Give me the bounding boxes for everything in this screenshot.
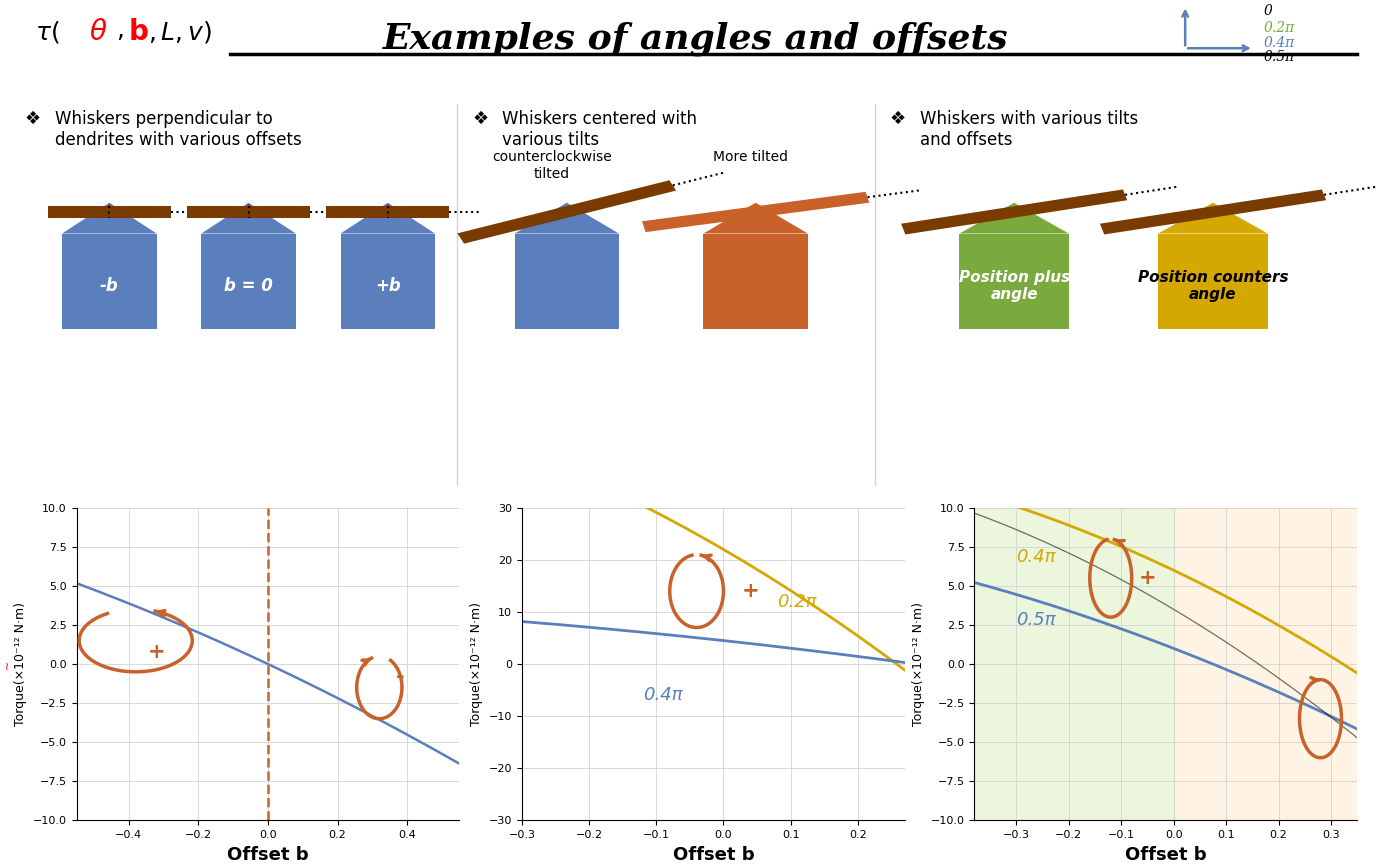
- FancyBboxPatch shape: [326, 207, 450, 218]
- Text: +: +: [742, 581, 759, 602]
- Polygon shape: [1100, 189, 1327, 234]
- Text: Position plus
angle: Position plus angle: [959, 270, 1070, 302]
- Y-axis label: Torque(×10⁻¹² N·m): Torque(×10⁻¹² N·m): [470, 602, 483, 726]
- Text: -: -: [1317, 669, 1325, 690]
- Text: ❖: ❖: [25, 110, 40, 128]
- FancyBboxPatch shape: [703, 233, 807, 329]
- Text: 0.4π: 0.4π: [643, 687, 682, 705]
- FancyBboxPatch shape: [187, 207, 310, 218]
- Text: ~: ~: [3, 660, 13, 668]
- Text: ❖: ❖: [889, 110, 906, 128]
- Polygon shape: [63, 203, 156, 233]
- Polygon shape: [458, 181, 677, 244]
- Polygon shape: [341, 203, 434, 233]
- Polygon shape: [901, 189, 1128, 234]
- Text: Whiskers perpendicular to
dendrites with various offsets: Whiskers perpendicular to dendrites with…: [54, 110, 302, 149]
- FancyBboxPatch shape: [959, 233, 1069, 329]
- Polygon shape: [642, 192, 870, 232]
- Y-axis label: Torque(×10⁻¹² N·m): Torque(×10⁻¹² N·m): [912, 602, 926, 726]
- Text: More tilted: More tilted: [713, 150, 788, 164]
- FancyBboxPatch shape: [515, 233, 619, 329]
- Text: 0.2π: 0.2π: [777, 593, 817, 611]
- Text: b = 0: b = 0: [224, 277, 273, 295]
- X-axis label: Offset b: Offset b: [672, 845, 754, 864]
- Text: 0.5π: 0.5π: [1264, 50, 1295, 64]
- Text: 0.5π: 0.5π: [1016, 611, 1057, 629]
- Text: $\theta$: $\theta$: [89, 19, 107, 46]
- FancyBboxPatch shape: [202, 233, 295, 329]
- X-axis label: Offset b: Offset b: [1125, 845, 1207, 864]
- Bar: [1173, 508, 1357, 820]
- Text: Whiskers centered with
various tilts: Whiskers centered with various tilts: [503, 110, 697, 149]
- Text: +b: +b: [374, 277, 401, 295]
- Polygon shape: [1158, 203, 1268, 233]
- Polygon shape: [515, 203, 619, 233]
- X-axis label: Offset b: Offset b: [227, 845, 309, 864]
- Polygon shape: [703, 203, 807, 233]
- Text: Whiskers with various tilts
and offsets: Whiskers with various tilts and offsets: [920, 110, 1139, 149]
- FancyBboxPatch shape: [1158, 233, 1268, 329]
- Text: $\mathbf{b}$: $\mathbf{b}$: [128, 19, 149, 46]
- Text: 0.2π: 0.2π: [1264, 21, 1295, 35]
- Text: 0.4π: 0.4π: [1016, 549, 1057, 567]
- FancyBboxPatch shape: [47, 207, 171, 218]
- Text: $,$: $,$: [116, 19, 122, 42]
- Text: -b: -b: [100, 277, 118, 295]
- FancyBboxPatch shape: [63, 233, 156, 329]
- Text: Position counters
angle: Position counters angle: [1137, 270, 1289, 302]
- Text: +: +: [1139, 568, 1157, 589]
- FancyBboxPatch shape: [341, 233, 434, 329]
- Polygon shape: [202, 203, 295, 233]
- Text: ❖: ❖: [472, 110, 489, 128]
- Text: 0: 0: [1264, 4, 1272, 18]
- Bar: [974, 508, 1173, 820]
- Text: +: +: [148, 641, 166, 661]
- Text: counterclockwise
tilted: counterclockwise tilted: [491, 150, 611, 181]
- Text: $\tau($: $\tau($: [35, 19, 60, 45]
- Text: Examples of angles and offsets: Examples of angles and offsets: [383, 22, 1009, 56]
- Y-axis label: Torque(×10⁻¹² N·m): Torque(×10⁻¹² N·m): [14, 602, 28, 726]
- Text: $, L, v)$: $, L, v)$: [148, 19, 212, 45]
- Polygon shape: [959, 203, 1069, 233]
- Text: -: -: [395, 667, 405, 687]
- Text: 0.4π: 0.4π: [1264, 36, 1295, 49]
